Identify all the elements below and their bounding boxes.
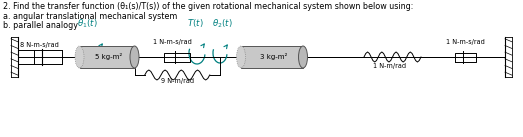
Text: 8 N-m-s/rad: 8 N-m-s/rad	[20, 42, 59, 48]
Text: $\theta_1(t)$: $\theta_1(t)$	[77, 17, 97, 29]
Text: 9 N-m/rad: 9 N-m/rad	[161, 78, 194, 84]
Text: 2. Find the transfer function (θ₁(s)/T(s)) of the given rotational mechanical sy: 2. Find the transfer function (θ₁(s)/T(s…	[3, 2, 413, 11]
Text: b. parallel analogy: b. parallel analogy	[3, 21, 78, 30]
Ellipse shape	[236, 46, 245, 68]
Bar	[241, 46, 303, 68]
Text: a. angular translational mechanical system: a. angular translational mechanical syst…	[3, 12, 177, 21]
Text: 5 kg-m²: 5 kg-m²	[95, 54, 122, 61]
Text: $T(t)$: $T(t)$	[187, 17, 203, 29]
Text: 3 kg-m²: 3 kg-m²	[260, 54, 288, 61]
Ellipse shape	[75, 46, 84, 68]
Text: 1 N-m/rad: 1 N-m/rad	[373, 63, 406, 69]
Text: 1 N-m-s/rad: 1 N-m-s/rad	[153, 39, 192, 45]
Bar	[79, 46, 134, 68]
Ellipse shape	[299, 46, 308, 68]
Text: 1 N-m-s/rad: 1 N-m-s/rad	[446, 39, 484, 45]
Text: $\theta_2(t)$: $\theta_2(t)$	[212, 17, 232, 29]
Ellipse shape	[130, 46, 139, 68]
